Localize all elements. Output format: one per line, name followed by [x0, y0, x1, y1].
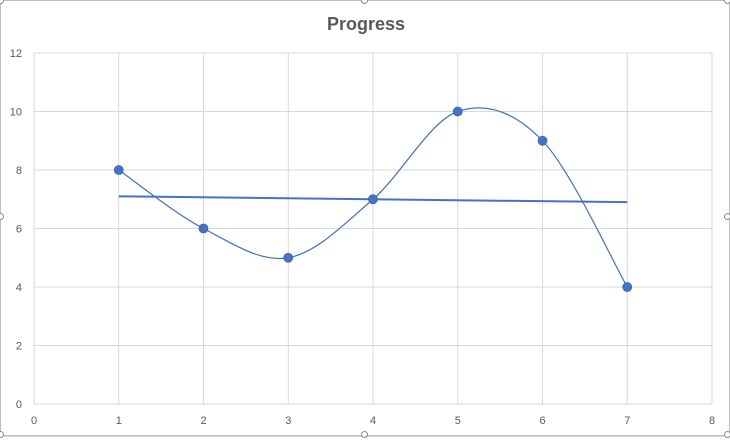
data-point: [283, 252, 294, 263]
x-tick-label: 3: [285, 415, 291, 427]
resize-handle-bottom-middle[interactable]: [361, 431, 368, 438]
y-tick-label: 4: [16, 282, 22, 294]
data-point: [368, 194, 378, 205]
gridlines: [33, 52, 713, 405]
y-tick-label: 6: [16, 224, 22, 236]
x-tick-label: 0: [31, 415, 37, 427]
y-tick-label: 8: [16, 165, 22, 177]
data-point: [198, 223, 209, 234]
y-tick-label: 0: [16, 399, 22, 411]
x-tick-label: 8: [709, 415, 715, 427]
data-point: [452, 106, 463, 117]
y-tick-label: 2: [16, 341, 22, 353]
series-layer: [113, 106, 633, 292]
resize-handle-top-middle[interactable]: [361, 0, 368, 4]
resize-handle-bottom-left[interactable]: [0, 431, 4, 438]
resize-handle-bottom-right[interactable]: [724, 431, 730, 438]
resize-handle-top-right[interactable]: [724, 0, 730, 4]
x-tick-label: 2: [200, 415, 206, 427]
chart-title: Progress: [327, 14, 405, 34]
y-tick-label: 10: [10, 107, 22, 119]
x-tick-label: 4: [370, 415, 376, 427]
data-point: [537, 135, 548, 146]
data-point: [622, 282, 633, 292]
x-tick-label: 7: [624, 415, 630, 427]
x-tick-label: 6: [539, 415, 545, 427]
x-tick-label: 5: [455, 415, 461, 427]
resize-handle-top-left[interactable]: [0, 0, 4, 4]
x-tick-label: 1: [116, 415, 122, 427]
y-tick-label: 12: [10, 48, 22, 60]
resize-handle-middle-right[interactable]: [724, 213, 730, 220]
data-point: [113, 165, 124, 175]
resize-handle-middle-left[interactable]: [0, 213, 4, 220]
